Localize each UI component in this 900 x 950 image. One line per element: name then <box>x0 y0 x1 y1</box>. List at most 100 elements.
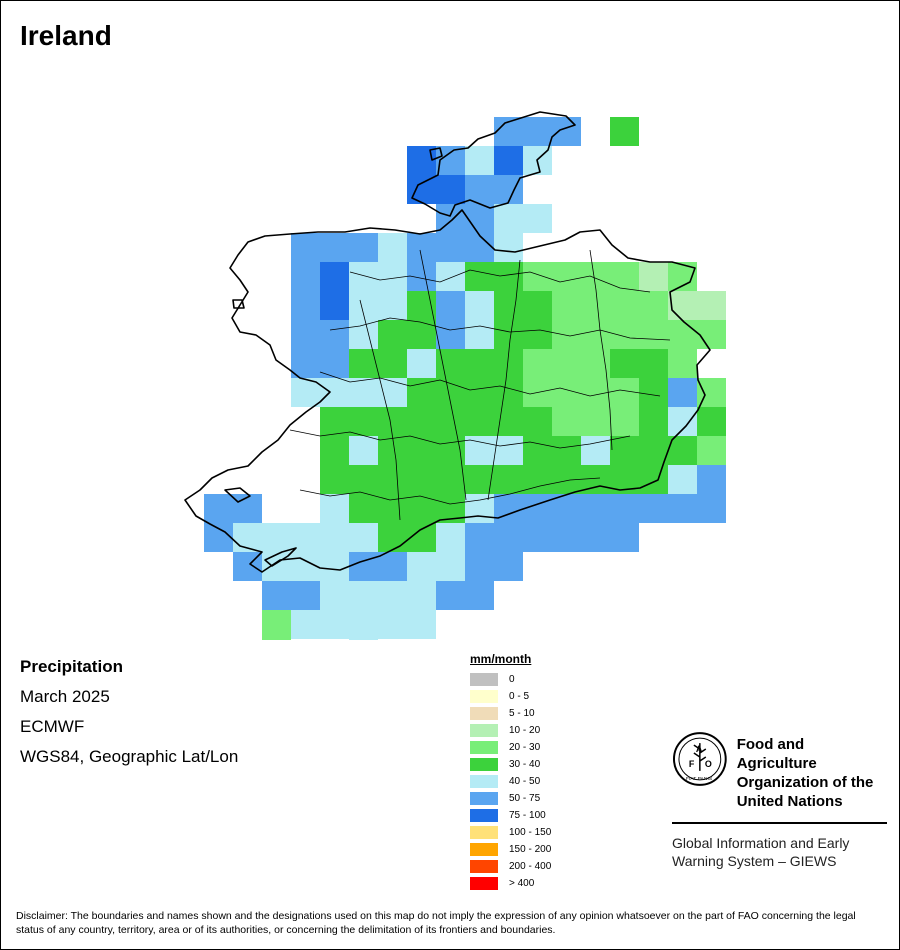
grid-cell <box>552 436 581 465</box>
grid-cell <box>349 552 378 581</box>
grid-cell <box>610 291 639 320</box>
grid-cell <box>320 581 349 610</box>
grid-cell <box>349 494 378 523</box>
giews-line-1: Global Information and Early <box>672 835 850 851</box>
legend-item: 0 <box>470 671 551 688</box>
grid-cell <box>320 320 349 349</box>
grid-cell <box>668 291 697 320</box>
org-name-line-2: Organization of the <box>736 774 874 791</box>
grid-cell <box>610 407 639 436</box>
grid-cell <box>697 436 726 465</box>
grid-cell <box>349 262 378 291</box>
grid-cell <box>639 349 668 378</box>
fao-logo-block: F A O FIAT PANIS Food and Agriculture Or… <box>672 731 887 870</box>
grid-cell <box>436 204 465 233</box>
legend-label: 0 <box>509 674 515 685</box>
legend-swatch <box>470 775 498 788</box>
grid-cell <box>639 262 668 291</box>
disclaimer: Disclaimer: The boundaries and names sho… <box>16 910 856 936</box>
grid-cell <box>610 494 639 523</box>
grid-cell <box>320 262 349 291</box>
legend-item: > 400 <box>470 875 551 892</box>
legend-label: 75 - 100 <box>509 810 546 821</box>
grid-cell <box>436 262 465 291</box>
grid-cell <box>436 581 465 610</box>
svg-text:FIAT PANIS: FIAT PANIS <box>686 776 713 782</box>
grid-cell <box>349 320 378 349</box>
grid-cell <box>407 610 436 639</box>
grid-cell <box>523 291 552 320</box>
grid-cell <box>320 552 349 581</box>
grid-cell <box>494 552 523 581</box>
grid-cell <box>552 407 581 436</box>
grid-cell <box>494 291 523 320</box>
grid-cell <box>378 494 407 523</box>
grid-cell <box>407 146 436 175</box>
grid-cell <box>523 320 552 349</box>
grid-cell <box>494 146 523 175</box>
legend-swatch <box>470 843 498 856</box>
grid-cell <box>291 349 320 378</box>
legend-swatch <box>470 707 498 720</box>
grid-cell <box>349 610 378 639</box>
grid-cell <box>610 320 639 349</box>
grid-cell <box>204 494 233 523</box>
legend-swatch <box>470 860 498 873</box>
org-name-line-3: United Nations <box>736 793 843 810</box>
grid-cell <box>378 349 407 378</box>
precipitation-grid-cells <box>204 117 726 640</box>
grid-cell <box>378 233 407 262</box>
grid-cell <box>581 378 610 407</box>
grid-cell <box>378 523 407 552</box>
grid-cell <box>523 262 552 291</box>
legend-swatch <box>470 690 498 703</box>
grid-cell <box>320 233 349 262</box>
grid-cell <box>610 523 639 552</box>
grid-cell <box>668 378 697 407</box>
legend-label: 150 - 200 <box>509 844 552 855</box>
legend-label: 30 - 40 <box>509 759 541 770</box>
grid-cell <box>320 494 349 523</box>
grid-cell <box>581 349 610 378</box>
grid-cell <box>494 465 523 494</box>
svg-text:O: O <box>705 759 712 769</box>
grid-cell <box>581 523 610 552</box>
grid-cell <box>552 117 581 146</box>
legend-item: 200 - 400 <box>470 858 551 875</box>
grid-cell <box>349 291 378 320</box>
grid-cell <box>581 436 610 465</box>
grid-cell <box>494 320 523 349</box>
grid-cell <box>262 523 291 552</box>
grid-cell <box>552 349 581 378</box>
grid-cell <box>349 407 378 436</box>
grid-cell <box>407 552 436 581</box>
legend-swatch <box>470 809 498 822</box>
legend-item: 0 - 5 <box>470 688 551 705</box>
grid-cell <box>494 175 523 204</box>
admin-boundaries <box>289 249 671 521</box>
grid-cell <box>494 436 523 465</box>
grid-cell <box>349 378 378 407</box>
grid-cell <box>349 581 378 610</box>
grid-cell <box>320 349 349 378</box>
legend-item: 40 - 50 <box>470 773 551 790</box>
legend: mm/month 0 0 - 5 5 - 10 10 - 20 20 - 30 30 - … <box>470 652 551 892</box>
grid-cell <box>494 523 523 552</box>
grid-cell <box>349 233 378 262</box>
grid-cell <box>581 407 610 436</box>
grid-cell <box>697 320 726 349</box>
grid-cell <box>523 523 552 552</box>
grid-cell <box>639 320 668 349</box>
grid-cell <box>436 436 465 465</box>
period-label: March 2025 <box>20 687 110 706</box>
grid-cell <box>291 291 320 320</box>
grid-cell <box>436 320 465 349</box>
grid-cell <box>349 465 378 494</box>
grid-cell <box>378 378 407 407</box>
legend-swatch <box>470 673 498 686</box>
grid-cell <box>639 494 668 523</box>
legend-items: 0 0 - 5 5 - 10 10 - 20 20 - 30 30 - 40 40 - 50… <box>470 671 551 892</box>
grid-cell <box>552 523 581 552</box>
grid-cell <box>494 378 523 407</box>
grid-cell <box>320 465 349 494</box>
